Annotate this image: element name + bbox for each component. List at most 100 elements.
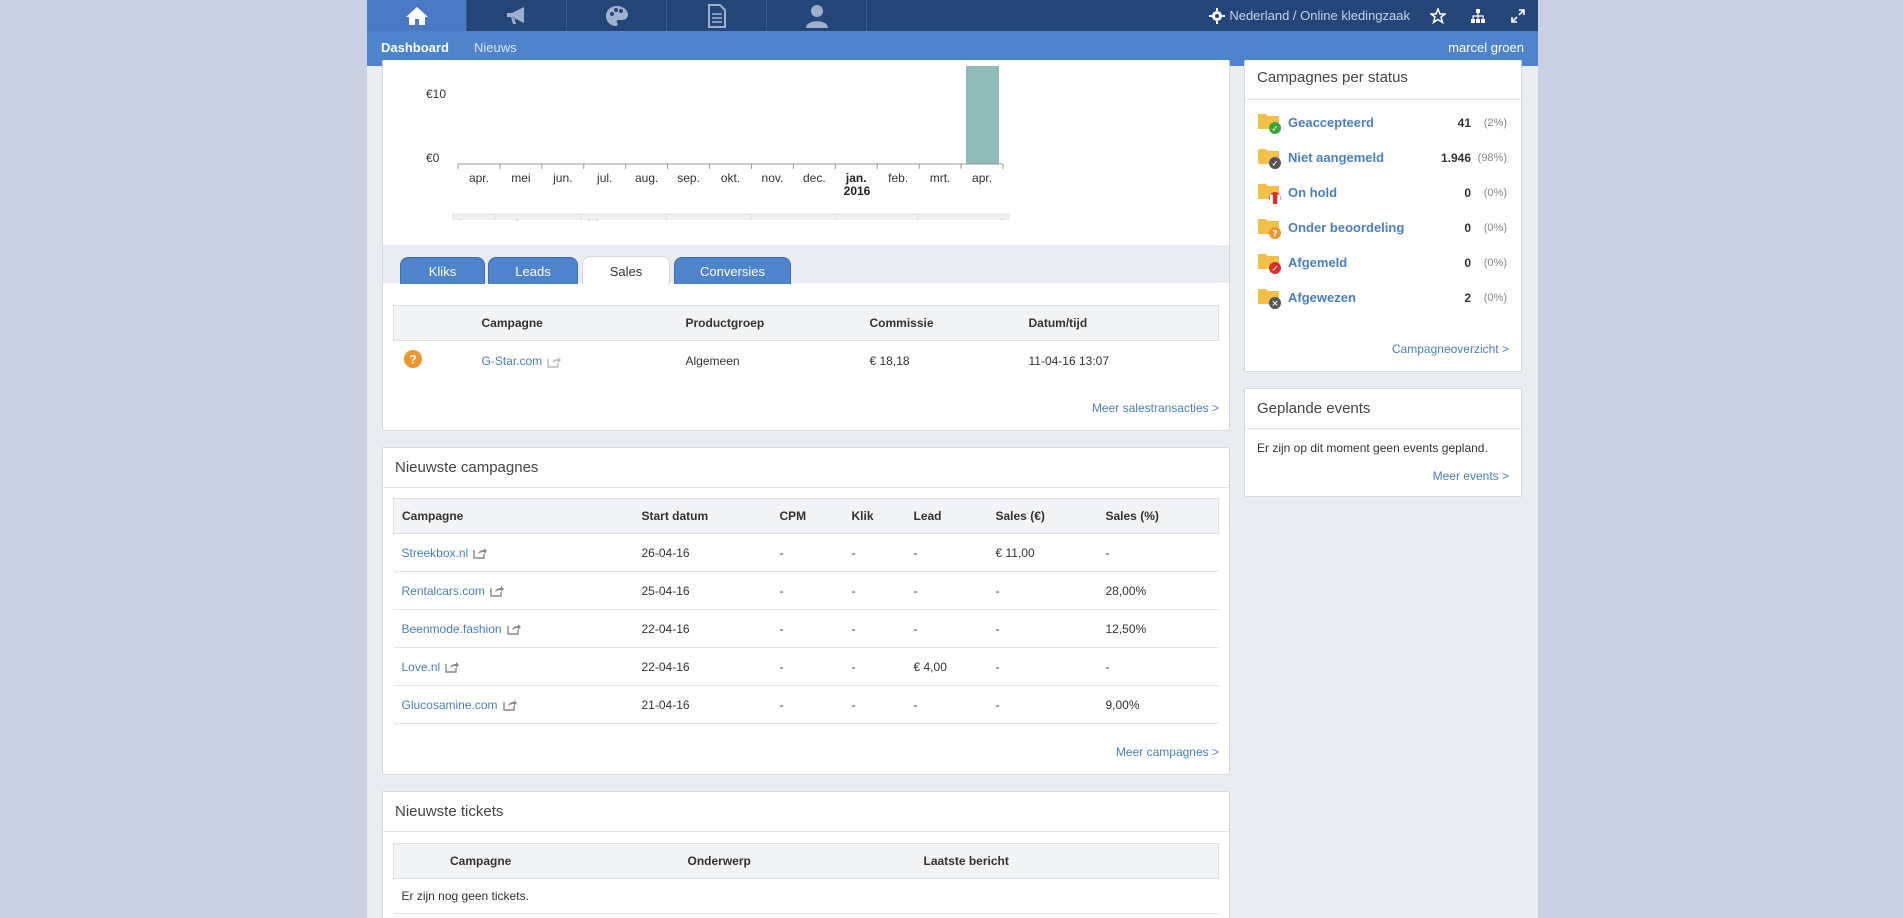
region-selector[interactable]: Nederland / Online kledingzaak <box>1209 7 1410 24</box>
status-label[interactable]: Afgewezen <box>1288 290 1356 305</box>
column-header: Datum/tijd <box>1020 305 1219 341</box>
nav-reports[interactable] <box>667 0 767 31</box>
campaign-overview-link[interactable]: Campagneoverzicht > <box>1391 342 1509 356</box>
column-header: Campagne <box>393 498 634 534</box>
tickets-panel: Nieuwste tickets Campagne Onderwerp Laat… <box>382 791 1230 918</box>
empty-message: Er zijn nog geen tickets. <box>393 878 1219 914</box>
more-events-link[interactable]: Meer events > <box>1432 469 1509 483</box>
table-header: Campagne Productgroep Commissie Datum/ti… <box>393 305 1219 341</box>
status-percentage: (2%) <box>1483 116 1507 129</box>
column-header: Sales (€) <box>987 498 1098 534</box>
campaign-link[interactable]: Glucosamine.com <box>401 697 498 712</box>
folder-status-icon: ✓ <box>1258 148 1281 169</box>
more-sales-link[interactable]: Meer salestransacties > <box>1091 401 1219 415</box>
table-cell: - <box>987 647 1098 686</box>
status-percentage: (0%) <box>1483 291 1507 304</box>
user-name[interactable]: marcel groen <box>1448 40 1524 55</box>
x-tick-label: okt. <box>721 171 740 185</box>
table-cell: - <box>1097 647 1219 686</box>
more-campaigns-link[interactable]: Meer campagnes > <box>1115 745 1219 759</box>
table-row: Beenmode.fashion 22-04-16- - - -12,50% <box>393 609 1219 648</box>
status-percentage: (0%) <box>1483 221 1507 234</box>
column-header: Campagne <box>473 305 678 341</box>
table-cell: - <box>771 533 844 572</box>
x-tick-label: sep. <box>677 171 700 185</box>
navigator-handle-left: ⦀ <box>457 219 461 220</box>
status-row[interactable]: ❚❚ On hold 0 (0%) <box>1257 180 1507 205</box>
external-link-icon[interactable] <box>506 623 521 636</box>
status-row[interactable]: ? Onder beoordeling 0 (0%) <box>1257 215 1507 240</box>
status-label[interactable]: Niet aangemeld <box>1288 150 1385 165</box>
svg-text:✓: ✓ <box>1271 264 1279 274</box>
tab-conversies[interactable]: Conversies <box>674 257 791 284</box>
folder-status-icon: ? <box>1258 218 1281 239</box>
expand-icon <box>1511 8 1525 23</box>
status-row[interactable]: ✕ Afgewezen 2 (0%) <box>1257 285 1507 310</box>
table-cell: - <box>771 647 844 686</box>
navigator-handle-right: ⦀ <box>1000 219 1004 220</box>
status-percentage: (0%) <box>1483 256 1507 269</box>
nav-home[interactable] <box>367 0 467 31</box>
table-cell: 11-04-16 13:07 <box>1028 353 1110 368</box>
status-label[interactable]: On hold <box>1288 185 1338 200</box>
external-link-icon[interactable] <box>445 661 460 674</box>
column-header: Commissie <box>861 305 1021 341</box>
table-cell: - <box>987 609 1098 648</box>
table-cell: € 4,00 <box>905 647 988 686</box>
tab-dashboard[interactable]: Dashboard <box>381 40 449 55</box>
status-panel: Campagnes per status ✓ Geaccepteerd 41 (2%)… <box>1244 60 1522 372</box>
tab-nieuws[interactable]: Nieuws <box>474 40 517 55</box>
status-label[interactable]: Onder beoordeling <box>1288 220 1405 235</box>
campaign-link[interactable]: Streekbox.nl <box>401 545 469 560</box>
home-icon <box>405 6 428 25</box>
x-tick-label: jul. <box>596 171 612 185</box>
svg-text:❚❚: ❚❚ <box>1267 194 1282 204</box>
star-icon <box>1430 7 1446 24</box>
status-percentage: (0%) <box>1483 186 1507 199</box>
chart-bar-apr <box>966 66 999 164</box>
campaign-link[interactable]: G-Star.com <box>481 353 543 368</box>
column-header: Laatste bericht <box>915 843 1219 879</box>
x-tick-label: apr. <box>469 171 489 185</box>
status-row[interactable]: ✓ Afgemeld 0 (0%) <box>1257 250 1507 275</box>
status-percentage: (98%) <box>1477 151 1507 164</box>
nav-account[interactable] <box>767 0 867 31</box>
status-row[interactable]: ✓ Geaccepteerd 41 (2%) <box>1257 110 1507 135</box>
table-row: Streekbox.nl 26-04-16- - - € 11,00- <box>393 533 1219 572</box>
tab-leads[interactable]: Leads <box>488 257 578 284</box>
status-count: 0 <box>1464 185 1471 200</box>
favorites-button[interactable] <box>1418 0 1458 31</box>
external-link-icon[interactable] <box>502 699 517 712</box>
navigator-track <box>452 213 1010 220</box>
status-label[interactable]: Geaccepteerd <box>1288 115 1374 130</box>
table-cell: - <box>905 533 988 572</box>
status-row[interactable]: ✓ Niet aangemeld 1.946 (98%) <box>1257 145 1507 170</box>
folder-status-icon: ✕ <box>1258 288 1281 309</box>
external-link-icon[interactable] <box>547 356 562 368</box>
table-header: Campagne Onderwerp Laatste bericht <box>393 843 1219 879</box>
svg-text:?: ? <box>1272 229 1277 239</box>
tab-kliks[interactable]: Kliks <box>400 257 485 284</box>
nav-campaigns[interactable] <box>467 0 567 31</box>
external-link-icon[interactable] <box>490 585 504 598</box>
table-cell: - <box>843 571 906 610</box>
table-cell: € 11,00 <box>987 533 1098 572</box>
table-cell: - <box>905 571 988 610</box>
fullscreen-button[interactable] <box>1498 0 1538 31</box>
y-tick-label: €10 <box>426 87 446 101</box>
nav-creatives[interactable] <box>567 0 667 31</box>
x-tick-label: dec. <box>803 171 826 185</box>
campaign-link[interactable]: Love.nl <box>401 659 441 674</box>
external-link-icon[interactable] <box>473 547 488 560</box>
campaign-link[interactable]: Rentalcars.com <box>401 583 485 598</box>
table-cell: - <box>843 685 906 724</box>
navigator-label: mrt. <box>925 219 942 220</box>
tab-sales[interactable]: Sales <box>582 256 670 285</box>
sitemap-button[interactable] <box>1458 0 1498 31</box>
svg-text:✓: ✓ <box>1271 124 1279 134</box>
campaign-link[interactable]: Beenmode.fashion <box>401 621 502 636</box>
status-count: 0 <box>1464 220 1471 235</box>
x-tick-label: jun. <box>552 171 572 185</box>
table-cell: € 18,18 <box>869 353 910 368</box>
status-label[interactable]: Afgemeld <box>1288 255 1348 270</box>
